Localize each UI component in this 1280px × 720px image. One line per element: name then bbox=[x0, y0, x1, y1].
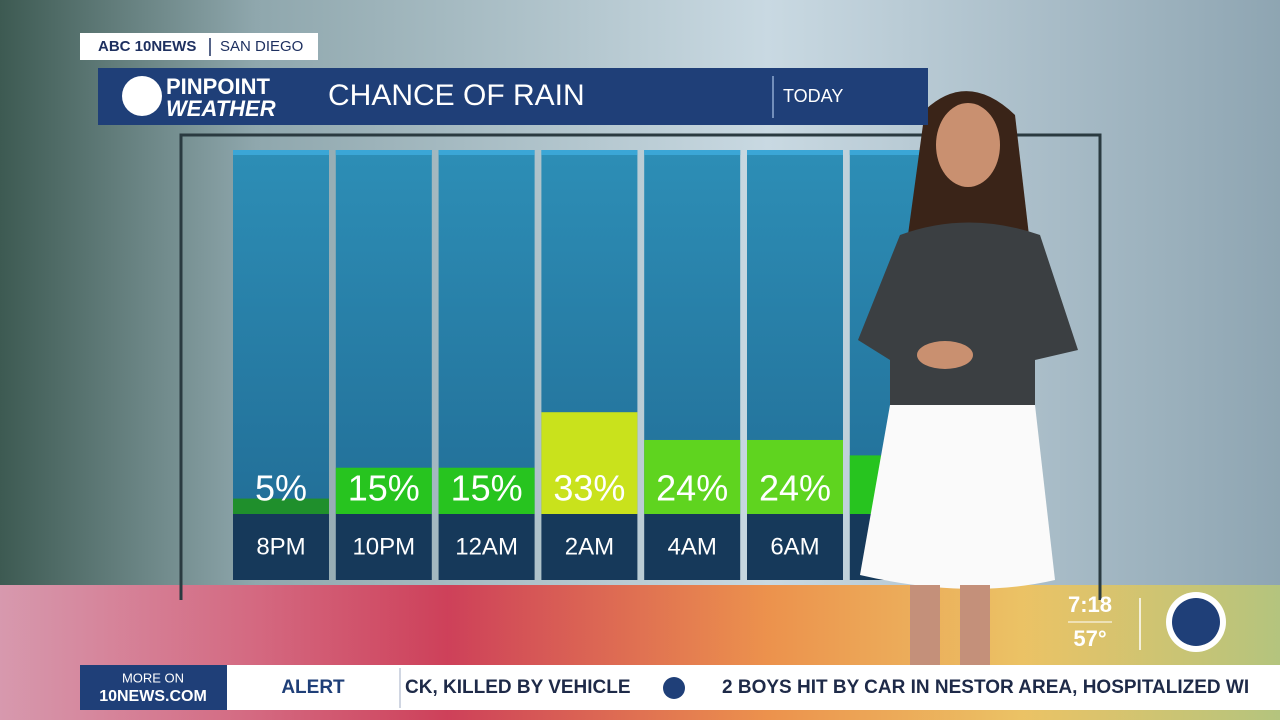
value-label: 24% bbox=[759, 468, 831, 509]
brand-top: PINPOINT bbox=[166, 74, 270, 99]
x-tick-label: 8PM bbox=[256, 533, 305, 560]
label-box bbox=[541, 514, 638, 580]
bar-column-top bbox=[849, 150, 946, 155]
presenter bbox=[858, 91, 1078, 665]
network: ABC 10NEWS bbox=[98, 38, 196, 55]
more-on: MORE ON bbox=[122, 670, 184, 685]
bar bbox=[233, 498, 329, 514]
label-box bbox=[438, 514, 535, 580]
header-tag: ABC 10NEWS SAN DIEGO bbox=[80, 33, 318, 60]
story: 2 BOYS HIT BY CAR IN NESTOR AREA, HOSPIT… bbox=[722, 677, 1249, 698]
chart-title: CHANCE OF RAIN bbox=[328, 79, 585, 112]
chart-frame bbox=[179, 133, 1102, 600]
bar bbox=[438, 467, 535, 514]
bar-column-top bbox=[541, 150, 638, 155]
label-box bbox=[335, 514, 432, 580]
time: 7:18 bbox=[1068, 592, 1112, 617]
x-tick-label: 12AM bbox=[455, 533, 518, 560]
bar bbox=[644, 439, 741, 514]
x-tick-label: 10PM bbox=[352, 533, 415, 560]
bar-column-top bbox=[747, 150, 843, 155]
value-label: 24% bbox=[656, 468, 728, 509]
bar-column-top bbox=[644, 150, 741, 155]
label-box bbox=[233, 514, 329, 580]
ticker-tag: ALERT bbox=[281, 677, 345, 698]
bar-column-top bbox=[335, 150, 432, 155]
period: TODAY bbox=[783, 86, 843, 106]
label-box bbox=[644, 514, 741, 580]
bar bbox=[335, 467, 432, 514]
bar-column bbox=[438, 150, 535, 514]
clock: 7:18 57° bbox=[1068, 592, 1226, 652]
city: SAN DIEGO bbox=[220, 38, 303, 55]
temperature: 57° bbox=[1073, 626, 1106, 651]
bar-column-top bbox=[233, 150, 329, 155]
x-tick-label: 2AM bbox=[565, 533, 614, 560]
bar-column bbox=[233, 150, 329, 514]
bar-column-top bbox=[438, 150, 535, 155]
bar-column bbox=[335, 150, 432, 514]
bar bbox=[541, 412, 638, 514]
value-label: 33% bbox=[553, 468, 625, 509]
title-bar: PINPOINT WEATHER CHANCE OF RAIN TODAY bbox=[98, 68, 928, 125]
site: 10NEWS.COM bbox=[99, 688, 207, 705]
brand-bottom: WEATHER bbox=[166, 96, 276, 121]
bar bbox=[747, 439, 843, 514]
ticker: MORE ON 10NEWS.COM ALERT CK, KILLED BY V… bbox=[80, 665, 1280, 710]
value-label: 15% bbox=[348, 468, 420, 509]
x-tick-label: 4AM bbox=[668, 533, 717, 560]
value-label: 5% bbox=[255, 468, 307, 509]
x-tick-label: 6AM bbox=[770, 533, 819, 560]
story: CK, KILLED BY VEHICLE bbox=[405, 677, 631, 698]
value-label: 15% bbox=[451, 468, 523, 509]
label-box bbox=[747, 514, 843, 580]
